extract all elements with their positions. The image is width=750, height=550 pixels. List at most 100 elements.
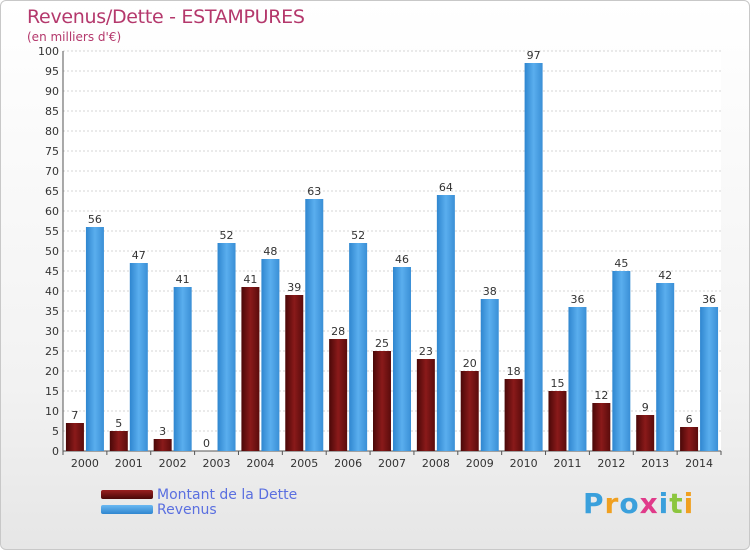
value-label-revenus: 36 (702, 293, 716, 306)
y-tick-label: 35 (45, 305, 59, 318)
chart-title: Revenus/Dette - ESTAMPURES (27, 6, 305, 28)
bar-revenus (524, 63, 543, 451)
y-tick-label: 95 (45, 65, 59, 78)
y-tick-label: 50 (45, 245, 59, 258)
logo-letter: o (619, 487, 640, 520)
value-label-dette: 23 (419, 345, 433, 358)
value-label-revenus: 97 (527, 49, 541, 62)
bar-revenus (173, 287, 192, 451)
y-tick-label: 60 (45, 205, 59, 218)
value-label-revenus: 48 (263, 245, 277, 258)
bar-dette (109, 431, 128, 451)
y-tick-label: 85 (45, 105, 59, 118)
y-tick-label: 80 (45, 125, 59, 138)
value-label-dette: 39 (287, 281, 301, 294)
value-label-dette: 9 (642, 401, 649, 414)
logo-letter: t (669, 487, 684, 520)
y-tick-label: 100 (38, 45, 59, 58)
value-label-dette: 28 (331, 325, 345, 338)
bar-dette (460, 371, 479, 451)
value-label-dette: 7 (71, 409, 78, 422)
value-label-dette: 15 (550, 377, 564, 390)
y-tick-label: 45 (45, 265, 59, 278)
y-tick-label: 30 (45, 325, 59, 338)
logo-letter: i (658, 487, 670, 520)
x-tick-label: 2011 (553, 457, 581, 470)
x-tick-label: 2006 (334, 457, 362, 470)
y-tick-label: 40 (45, 285, 59, 298)
bar-revenus (612, 271, 631, 451)
bar-dette (153, 439, 172, 451)
value-label-revenus: 46 (395, 253, 409, 266)
y-tick-label: 70 (45, 165, 59, 178)
bar-dette (416, 359, 435, 451)
value-label-dette: 12 (594, 389, 608, 402)
value-label-revenus: 64 (439, 181, 453, 194)
x-tick-label: 2004 (246, 457, 274, 470)
value-label-dette: 18 (507, 365, 521, 378)
value-label-dette: 5 (115, 417, 122, 430)
bar-dette (548, 391, 567, 451)
bar-revenus (305, 199, 324, 451)
logo-letter: x (639, 487, 659, 520)
logo-letter: i (683, 487, 695, 520)
x-tick-label: 2003 (203, 457, 231, 470)
bar-revenus (393, 267, 411, 451)
value-label-revenus: 38 (483, 285, 497, 298)
chart-subtitle: (en milliers d'€) (27, 30, 122, 44)
value-label-dette: 6 (686, 413, 693, 426)
bar-dette (504, 379, 523, 451)
y-tick-label: 20 (45, 365, 59, 378)
value-label-revenus: 47 (132, 249, 146, 262)
value-label-dette: 3 (159, 425, 166, 438)
bar-revenus (349, 243, 368, 451)
value-label-dette: 25 (375, 337, 389, 350)
bar-revenus (261, 259, 280, 451)
x-tick-label: 2007 (378, 457, 406, 470)
legend-swatch-revenus (101, 505, 153, 514)
y-tick-label: 55 (45, 225, 59, 238)
y-tick-label: 25 (45, 345, 59, 358)
bar-revenus (568, 307, 587, 451)
value-label-revenus: 45 (614, 257, 628, 270)
x-tick-label: 2008 (422, 457, 450, 470)
bar-dette (241, 287, 260, 451)
bar-dette (636, 415, 655, 451)
value-label-dette: 20 (463, 357, 477, 370)
value-label-revenus: 56 (88, 213, 102, 226)
x-tick-label: 2012 (597, 457, 625, 470)
x-tick-label: 2014 (685, 457, 713, 470)
bar-revenus (480, 299, 499, 451)
bar-dette (65, 423, 84, 451)
bar-revenus (217, 243, 236, 451)
y-tick-label: 75 (45, 145, 59, 158)
proxiti-logo: Proxiti (583, 487, 694, 520)
bar-revenus (129, 263, 148, 451)
y-tick-label: 5 (52, 425, 59, 438)
bar-revenus (436, 195, 455, 451)
x-tick-label: 2010 (510, 457, 538, 470)
bar-dette (329, 339, 348, 451)
y-tick-label: 0 (52, 445, 59, 458)
value-label-revenus: 63 (307, 185, 321, 198)
y-tick-label: 90 (45, 85, 59, 98)
value-label-revenus: 36 (570, 293, 584, 306)
y-tick-label: 65 (45, 185, 59, 198)
value-label-revenus: 41 (176, 273, 190, 286)
legend-label-dette: Montant de la Dette (157, 487, 298, 503)
legend-swatch-dette (101, 490, 153, 499)
value-label-revenus: 52 (351, 229, 365, 242)
x-tick-label: 2002 (159, 457, 187, 470)
y-tick-label: 15 (45, 385, 59, 398)
x-tick-label: 2005 (290, 457, 318, 470)
bar-dette (680, 427, 699, 451)
bar-dette (592, 403, 611, 451)
x-tick-label: 2013 (641, 457, 669, 470)
bar-dette (285, 295, 304, 451)
x-tick-label: 2000 (71, 457, 99, 470)
logo-letter: P (583, 487, 605, 520)
y-tick-label: 10 (45, 405, 59, 418)
x-tick-label: 2009 (466, 457, 494, 470)
